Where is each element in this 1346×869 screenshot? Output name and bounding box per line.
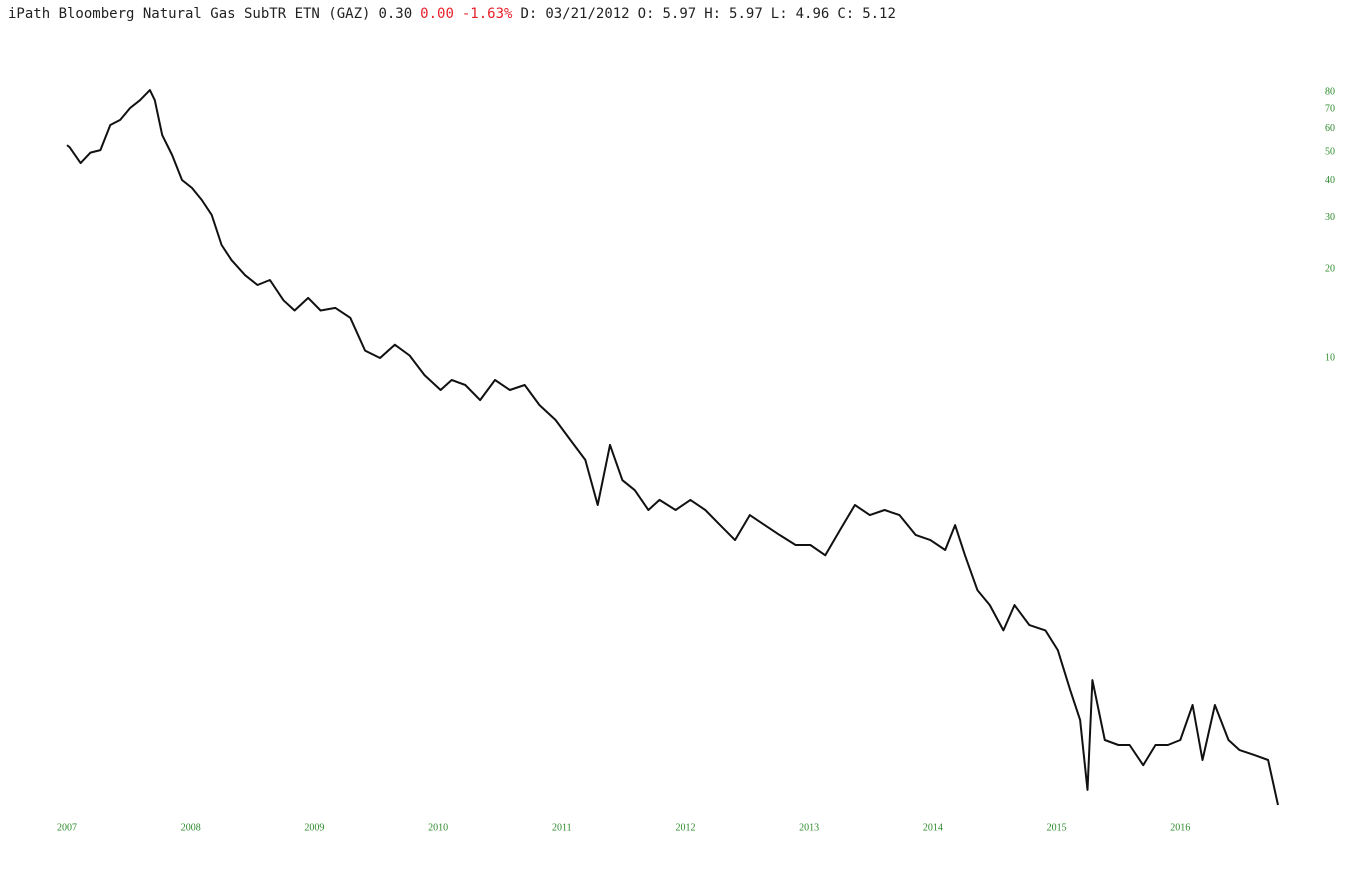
y-tick-label: 10: [1325, 352, 1335, 363]
header-item: H:: [704, 6, 722, 22]
header-item: -1.63%: [461, 6, 513, 22]
y-tick-label: 60: [1325, 123, 1335, 134]
header-item: O:: [637, 6, 655, 22]
header-item: 5.12: [862, 6, 896, 22]
header-item: 0.00: [420, 6, 454, 22]
y-tick-label: 50: [1325, 146, 1335, 157]
header-item: D:: [520, 6, 538, 22]
x-tick-label: 2012: [675, 822, 695, 833]
x-tick-label: 2009: [304, 822, 324, 833]
header-item: 03/21/2012: [545, 6, 630, 22]
header-item: L:: [770, 6, 788, 22]
header-item: 5.97: [662, 6, 697, 22]
y-tick-label: 70: [1325, 103, 1335, 114]
y-tick-label: 20: [1325, 264, 1335, 275]
y-tick-label: 30: [1325, 212, 1335, 223]
quote-header: iPath Bloomberg Natural Gas SubTR ETN (G…: [8, 6, 904, 22]
x-tick-label: 2015: [1047, 822, 1067, 833]
header-item: 0.30: [378, 6, 413, 22]
y-tick-label: 80: [1325, 86, 1335, 97]
header-item: 4.96: [795, 6, 830, 22]
x-tick-label: 2007: [57, 822, 77, 833]
header-item: iPath Bloomberg Natural Gas SubTR ETN (G…: [8, 6, 371, 22]
x-tick-label: 2013: [799, 822, 819, 833]
header-item: C:: [837, 6, 855, 22]
x-tick-label: 2014: [923, 822, 943, 833]
x-tick-label: 2010: [428, 822, 448, 833]
x-tick-label: 2011: [552, 822, 572, 833]
header-item: 5.97: [729, 6, 763, 22]
y-tick-label: 40: [1325, 175, 1335, 186]
x-tick-label: 2008: [181, 822, 201, 833]
x-tick-label: 2016: [1170, 822, 1190, 833]
price-line: [66, 89, 1279, 806]
